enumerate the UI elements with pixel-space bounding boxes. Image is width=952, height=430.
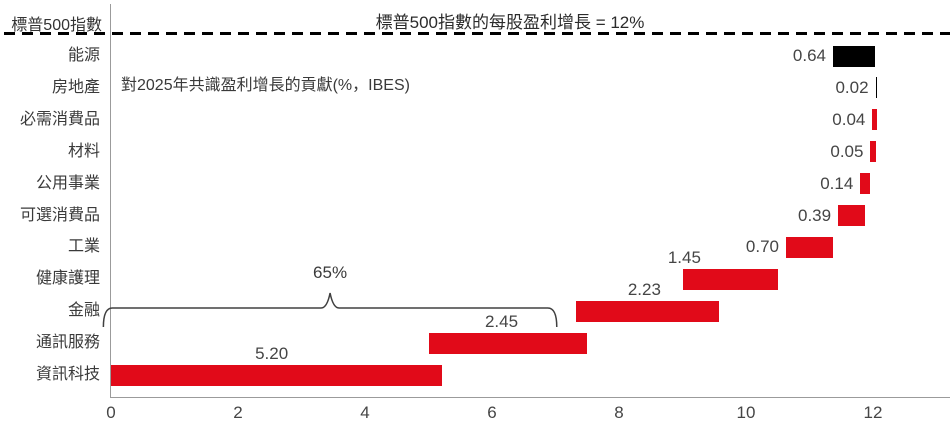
x-tick-label: 12 [863, 403, 883, 422]
chart-subtitle-annotation: 對2025年共識盈利增長的貢獻(%，IBES) [121, 77, 410, 94]
value-label: 2.23 [627, 279, 661, 299]
sector-bar [860, 173, 871, 195]
sector-bar [872, 109, 877, 131]
value-label: 2.45 [484, 311, 519, 331]
value-label: 0.39 [797, 205, 832, 225]
index-total-label: 標普500指數 [11, 17, 102, 34]
value-label: 5.20 [255, 343, 289, 363]
value-label: 0.05 [830, 141, 864, 161]
x-tick-label: 2 [233, 403, 243, 422]
sector-bar [429, 332, 588, 354]
value-label: 0.04 [832, 109, 866, 129]
x-tick-label: 8 [614, 403, 624, 422]
chart-title: 標普500指數的每股盈利增長 = 12% [375, 13, 645, 32]
x-tick-label: 0 [106, 403, 116, 422]
value-label: 1.45 [667, 247, 701, 267]
value-label: 0.14 [820, 173, 854, 193]
sector-label: 必需消費品 [19, 110, 100, 128]
sector-label: 健康護理 [35, 270, 100, 288]
sector-bar [576, 300, 720, 322]
brace-label: 65% [313, 263, 348, 282]
sector-label: 房地產 [51, 78, 100, 96]
sector-bar [875, 77, 878, 99]
total-dashed-line [4, 32, 950, 35]
sector-bar [838, 205, 865, 226]
sector-label: 通訊服務 [35, 334, 100, 352]
x-tick-label: 4 [360, 403, 370, 422]
y-axis-line [110, 4, 111, 397]
sector-label: 可選消費品 [19, 206, 100, 224]
x-tick-label: 6 [487, 403, 497, 422]
sector-label: 能源 [67, 47, 100, 64]
sector-bar [111, 364, 443, 386]
value-label: 0.70 [745, 237, 780, 257]
x-axis-line [110, 397, 950, 398]
sector-bar [832, 45, 875, 67]
sector-label: 公用事業 [35, 174, 100, 192]
value-label: 0.02 [835, 77, 869, 97]
x-tick-label: 10 [736, 403, 756, 422]
sector-label: 工業 [67, 238, 100, 256]
sector-label: 資訊科技 [35, 366, 100, 383]
sector-label: 材料 [67, 142, 100, 160]
sector-label: 金融 [67, 302, 100, 320]
sector-bar [683, 268, 778, 290]
value-label: 0.64 [792, 46, 826, 65]
sector-bar [786, 236, 833, 258]
sector-bar [870, 141, 876, 163]
